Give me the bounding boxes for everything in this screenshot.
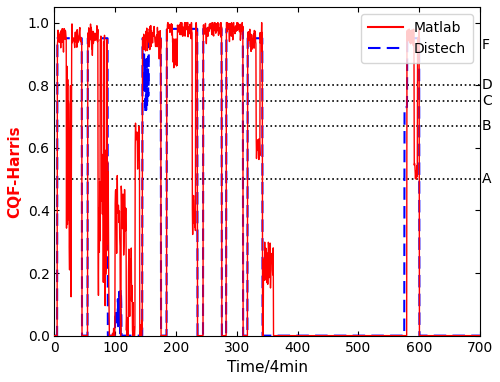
Y-axis label: CQF-Harris: CQF-Harris xyxy=(7,125,22,218)
Distech xyxy=(78,36,84,40)
Distech xyxy=(52,333,58,338)
Matlab xyxy=(456,333,462,338)
Distech xyxy=(164,27,170,31)
Matlab xyxy=(52,333,58,338)
Distech xyxy=(66,36,71,40)
Distech xyxy=(456,333,462,338)
Text: F: F xyxy=(482,37,490,52)
Distech xyxy=(436,333,442,338)
Distech xyxy=(272,333,278,338)
Distech xyxy=(477,333,483,338)
Text: D: D xyxy=(482,78,492,92)
Line: Matlab: Matlab xyxy=(54,23,480,336)
X-axis label: Time/4min: Time/4min xyxy=(226,360,308,375)
Matlab xyxy=(477,333,483,338)
Distech xyxy=(366,333,372,338)
Matlab xyxy=(272,333,278,338)
Matlab xyxy=(66,102,71,107)
Matlab xyxy=(164,20,170,25)
Matlab xyxy=(78,39,84,44)
Text: C: C xyxy=(482,94,492,108)
Line: Distech: Distech xyxy=(54,29,480,336)
Text: B: B xyxy=(482,119,492,133)
Matlab xyxy=(436,333,442,338)
Matlab xyxy=(366,333,372,338)
Legend: Matlab, Distech: Matlab, Distech xyxy=(361,14,473,63)
Text: A: A xyxy=(482,172,492,186)
